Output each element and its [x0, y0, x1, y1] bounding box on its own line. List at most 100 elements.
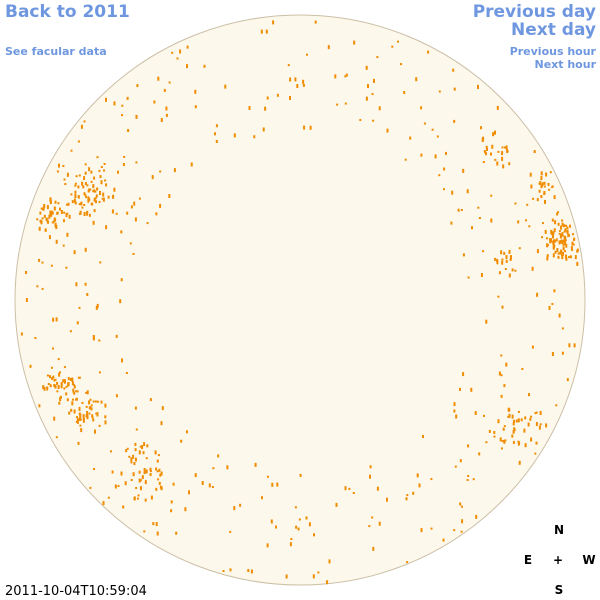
facula	[25, 271, 27, 274]
facula	[533, 150, 536, 153]
facula	[438, 174, 441, 177]
facula	[261, 496, 263, 500]
facula	[57, 386, 60, 389]
facula	[485, 319, 488, 324]
facula	[564, 228, 567, 232]
facula	[73, 409, 76, 414]
facula	[376, 56, 379, 59]
facular-link[interactable]: See facular data	[5, 45, 107, 58]
facula	[98, 424, 101, 427]
facula	[496, 105, 499, 110]
facula	[134, 457, 137, 462]
facula	[535, 411, 538, 414]
facula	[555, 404, 558, 407]
facula	[294, 77, 297, 82]
facula	[20, 332, 23, 336]
facula	[371, 93, 374, 96]
facula	[540, 176, 543, 181]
facula	[194, 89, 197, 94]
previous-hour-link[interactable]: Previous hour	[510, 45, 597, 58]
facula	[78, 203, 81, 206]
facula	[84, 194, 87, 197]
facula	[115, 394, 118, 398]
facula	[55, 317, 58, 322]
facula	[156, 531, 159, 536]
facula	[157, 454, 160, 457]
facula	[260, 29, 263, 34]
facula	[133, 497, 136, 501]
timestamp: 2011-10-04T10:59:04	[5, 584, 147, 599]
facula	[524, 416, 527, 420]
facula	[82, 418, 85, 423]
facula	[572, 243, 575, 246]
facula	[412, 491, 415, 495]
facula	[500, 447, 503, 450]
facula	[496, 260, 499, 265]
facula	[122, 505, 125, 509]
facula	[302, 83, 305, 87]
facula	[460, 209, 463, 211]
facula	[467, 444, 470, 448]
facula	[54, 222, 57, 227]
facula	[161, 406, 164, 411]
facula	[367, 84, 369, 89]
facula	[566, 230, 569, 235]
facula	[143, 468, 146, 470]
facula	[517, 220, 520, 224]
facula	[152, 522, 155, 526]
facula	[102, 501, 105, 506]
facula	[100, 400, 103, 404]
facula	[42, 385, 45, 390]
facula	[498, 371, 501, 376]
facula	[63, 366, 66, 369]
facula	[59, 397, 62, 402]
compass-east: E	[524, 553, 532, 567]
facula	[303, 125, 306, 130]
facula	[548, 305, 551, 310]
facula	[40, 207, 43, 210]
facula	[83, 212, 86, 216]
previous-day-link[interactable]: Previous day	[473, 2, 596, 22]
compass-north: N	[554, 523, 564, 537]
facula	[60, 385, 63, 389]
facula	[460, 530, 463, 533]
back-link[interactable]: Back to 2011	[5, 2, 130, 22]
facula	[63, 178, 66, 181]
facula	[477, 84, 479, 89]
facula	[494, 158, 497, 161]
facula	[73, 198, 76, 203]
facula	[136, 84, 139, 88]
facula	[96, 414, 99, 417]
facula	[94, 429, 96, 434]
facula	[445, 151, 447, 155]
facula	[58, 372, 61, 377]
facula	[541, 184, 543, 187]
facula	[478, 452, 481, 456]
facula	[545, 423, 548, 428]
facula	[98, 371, 101, 374]
facula	[496, 258, 499, 262]
facula	[459, 387, 461, 391]
facula	[60, 382, 63, 386]
facula	[82, 185, 85, 189]
next-hour-link[interactable]: Next hour	[535, 58, 597, 71]
facula	[306, 53, 308, 56]
facula	[107, 496, 110, 499]
facula	[91, 414, 94, 418]
facula	[52, 317, 55, 322]
facula	[93, 468, 96, 470]
next-day-link[interactable]: Next day	[511, 20, 596, 40]
facula	[431, 128, 434, 131]
facula	[420, 153, 423, 157]
facula	[450, 221, 453, 225]
facula	[69, 330, 72, 333]
facula	[144, 480, 147, 485]
facula	[41, 217, 44, 220]
facula	[501, 440, 504, 443]
facula	[501, 156, 504, 161]
facula	[149, 470, 152, 473]
facula	[96, 412, 99, 415]
facula	[43, 214, 46, 218]
facula	[84, 282, 87, 286]
facula	[72, 398, 74, 401]
